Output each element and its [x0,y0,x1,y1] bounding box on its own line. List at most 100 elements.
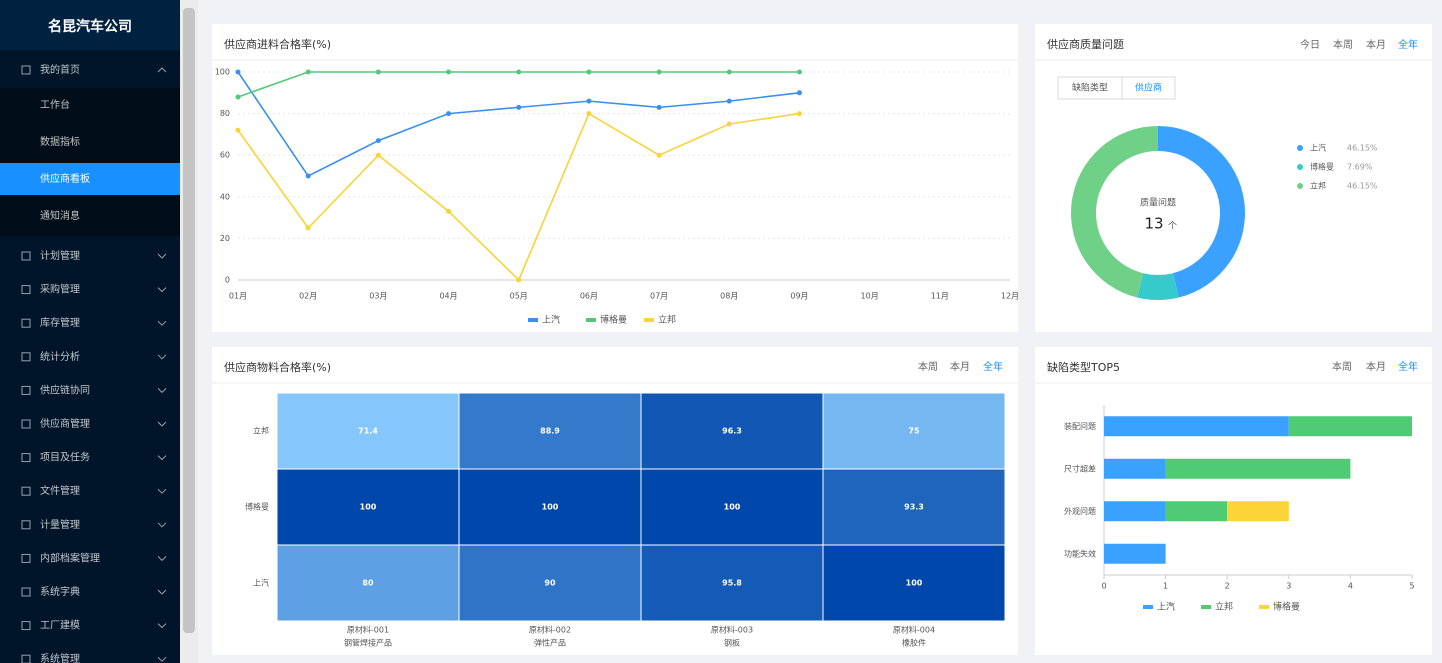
menu-item[interactable]: 供应商管理 [40,417,90,430]
submenu-item[interactable]: 数据指标 [40,135,80,148]
heat-cell [458,468,642,546]
x-tick-label: 06月 [580,292,598,301]
x-tick-label: 05月 [510,292,528,301]
bar-segment [1165,501,1228,522]
point [305,69,311,75]
menu-item[interactable]: 工厂建模 [40,619,80,632]
legend-swatch [586,318,596,322]
tab[interactable]: 全年 [983,360,1003,373]
center-total: 13 [1144,215,1163,233]
point [375,138,381,144]
menu-item[interactable]: 我的首页 [40,63,80,76]
menu-icon [21,654,31,663]
point [305,173,311,179]
menu-item[interactable]: 统计分析 [40,350,80,363]
toggle-label[interactable]: 供应商 [1135,82,1162,94]
toggle-button[interactable] [1121,76,1176,100]
point [726,69,732,75]
menu-item[interactable]: 文件管理 [40,484,80,497]
menu-item[interactable]: 项目及任务 [40,451,90,464]
y-tick-label: 60 [220,151,230,160]
scroll-thumb[interactable] [183,8,195,633]
menu-item[interactable]: 供应链协同 [40,383,90,396]
menu-icon [21,486,31,496]
cell-label: 88.9 [540,427,560,436]
chevron [157,556,167,562]
chevron [157,354,167,360]
x-tick-label: 03月 [369,292,387,301]
point [656,104,662,110]
y-tick-label: 40 [220,192,230,201]
x-category-name: 钢管焊接产品 [344,638,392,648]
cell-label: 71.4 [358,427,378,436]
tab[interactable]: 本月 [1366,38,1386,51]
x-tick-label: 11月 [931,292,949,301]
menu-item[interactable]: 计量管理 [40,518,80,531]
heat-cell [458,392,642,470]
toggle-label[interactable]: 缺陷类型 [1072,82,1108,94]
heat-cell [458,544,642,622]
menu-item[interactable]: 系统字典 [40,585,80,598]
cell-label: 75 [908,427,920,436]
x-tick-label: 12月 [1001,292,1019,301]
menu-icon [21,318,31,328]
menu-item[interactable]: 内部档案管理 [40,551,100,564]
menu-item[interactable]: 库存管理 [40,316,80,329]
tab[interactable]: 本月 [1366,360,1386,373]
submenu-item[interactable]: 通知消息 [40,209,80,222]
tab[interactable]: 今日 [1300,38,1320,51]
chevron [157,455,167,461]
legend-dot [1297,145,1303,151]
legend-label: 博格曼 [1273,601,1300,613]
heat-cell [640,468,824,546]
x-tick-label: 1 [1163,582,1168,591]
donut-slice [1071,126,1158,298]
point [656,152,662,158]
point [516,104,522,110]
legend-label: 博格曼 [600,314,627,326]
legend-value: 46.15% [1347,182,1378,191]
point [726,98,732,104]
x-category-code: 原材料-002 [529,625,571,635]
active-item [0,163,180,195]
submenu [0,88,180,236]
tab[interactable]: 本周 [918,360,938,373]
legend-label: 立邦 [1310,181,1326,191]
x-tick-label: 01月 [229,292,247,301]
point [446,111,452,117]
bar-segment [1104,416,1289,437]
bar-segment [1104,543,1166,564]
x-tick-label: 3 [1286,582,1291,591]
chevron [157,656,167,662]
menu-item[interactable]: 系统管理 [40,652,80,663]
chevron [157,67,167,73]
menu-icon [21,65,31,75]
x-tick-label: 2 [1225,582,1230,591]
cell-label: 100 [724,503,741,512]
legend-swatch [528,318,538,322]
x-tick-label: 5 [1409,582,1414,591]
menu-icon [21,285,31,295]
menu-item[interactable]: 采购管理 [40,283,80,296]
tab[interactable]: 本周 [1333,38,1353,51]
tab[interactable]: 本周 [1332,360,1352,373]
legend-swatch [1259,605,1269,609]
tab[interactable]: 本月 [950,360,970,373]
point [586,111,592,117]
menu-icon [21,587,31,597]
chevron [157,522,167,528]
point [446,208,452,214]
submenu-item[interactable]: 供应商看板 [40,172,90,185]
center-unit: 个 [1168,221,1177,232]
bar-segment [1165,458,1351,479]
point [586,98,592,104]
y-category-label: 博格曼 [245,502,269,512]
panel-title: 供应商物料合格率(%) [224,360,331,374]
tab[interactable]: 全年 [1398,38,1418,51]
x-tick-label: 0 [1101,582,1106,591]
submenu-item[interactable]: 工作台 [40,98,70,111]
point [375,152,381,158]
chevron [157,589,167,595]
menu-item[interactable]: 计划管理 [40,249,80,262]
tab[interactable]: 全年 [1398,360,1418,373]
